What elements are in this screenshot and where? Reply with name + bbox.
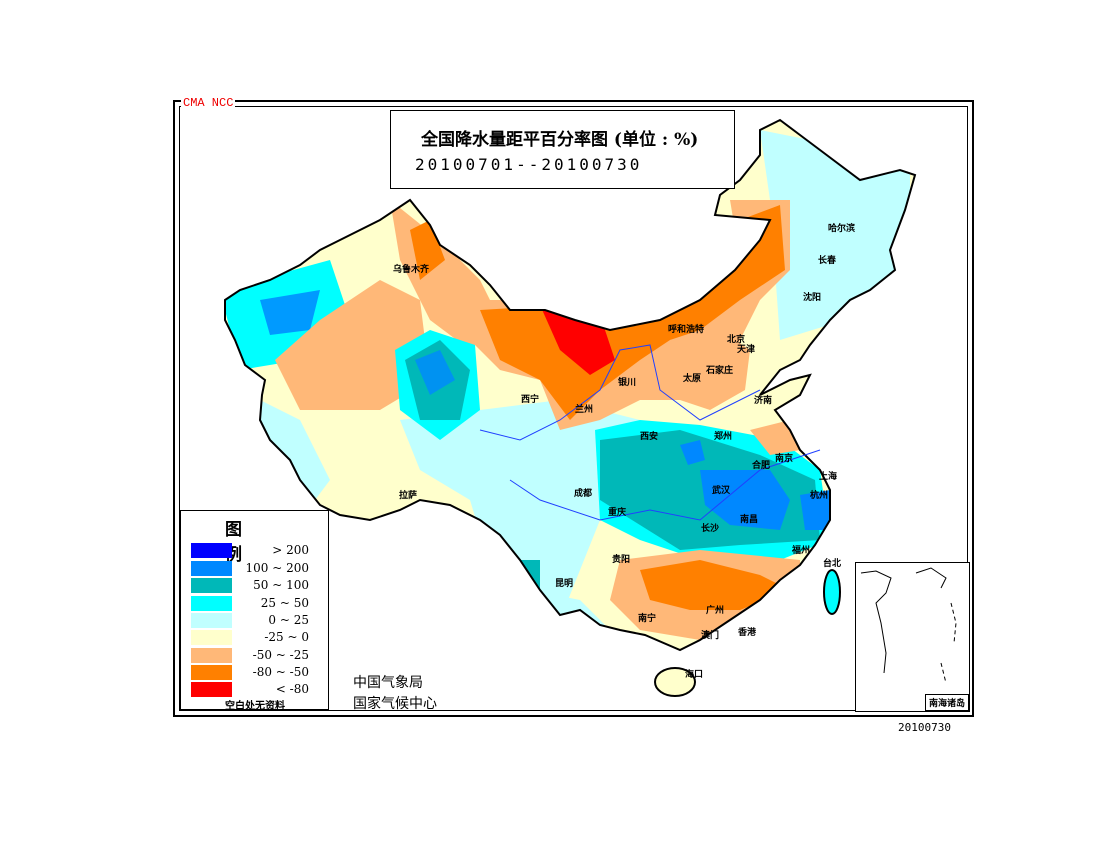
title-box: 全国降水量距平百分率图 (单位 : %) 20100701--20100730	[390, 110, 735, 189]
legend-item: -80 ~ -50	[191, 665, 321, 681]
city-label: 福州	[791, 544, 810, 556]
city-label: 广州	[706, 604, 724, 616]
inset-coastline	[860, 567, 957, 684]
legend-label: -25 ~ 0	[264, 630, 309, 644]
city-label: 北京	[727, 333, 745, 345]
legend-item: 50 ~ 100	[191, 578, 321, 594]
anomaly-fill	[225, 120, 915, 650]
legend-swatch	[191, 630, 232, 645]
city-label: 石家庄	[705, 364, 733, 376]
legend-item: 25 ~ 50	[191, 596, 321, 612]
legend-swatch	[191, 578, 232, 593]
legend-label: -80 ~ -50	[252, 665, 309, 679]
city-label: 西宁	[521, 393, 539, 405]
legend-item: 0 ~ 25	[191, 613, 321, 629]
legend-swatch	[191, 648, 232, 663]
legend-item: > 200	[191, 543, 321, 559]
city-label: 台北	[823, 557, 841, 569]
city-labels: 乌鲁木齐 拉萨 西宁 兰州 银川 呼和浩特 北京 天津 太原 石家庄 济南 郑州…	[393, 222, 855, 680]
legend-item: -50 ~ -25	[191, 648, 321, 664]
legend-label: 100 ~ 200	[245, 561, 310, 575]
city-label: 济南	[754, 394, 772, 406]
city-label: 西安	[640, 430, 658, 442]
city-label: 南宁	[638, 612, 656, 624]
legend-swatch	[191, 682, 232, 697]
city-label: 贵阳	[612, 553, 630, 565]
legend-swatch	[191, 596, 232, 611]
city-label: 重庆	[608, 506, 626, 518]
legend-swatch	[191, 665, 232, 680]
city-label: 南京	[775, 452, 793, 464]
city-label: 昆明	[555, 578, 573, 589]
south-china-sea-inset: 南海诸岛	[855, 562, 970, 712]
map-period: 20100701--20100730	[415, 155, 643, 174]
city-label: 海口	[685, 668, 703, 680]
legend-item: < -80	[191, 682, 321, 698]
city-label: 天津	[737, 343, 755, 355]
hainan-island	[654, 667, 696, 697]
date-stamp: 20100730	[898, 721, 951, 734]
city-label: 长沙	[701, 522, 719, 534]
city-label: 上海	[819, 470, 837, 482]
legend-swatch	[191, 543, 232, 558]
city-label: 澳门	[701, 629, 719, 641]
organization-ncc: 国家气候中心	[353, 696, 437, 712]
legend-label: 50 ~ 100	[253, 578, 309, 592]
legend-label: 25 ~ 50	[260, 596, 309, 610]
city-label: 长春	[818, 254, 837, 266]
taiwan-island	[823, 569, 841, 615]
inset-label: 南海诸岛	[924, 694, 969, 711]
legend-swatch	[191, 613, 232, 628]
city-label: 沈阳	[803, 291, 821, 303]
yangtze-river	[509, 449, 821, 521]
legend-item: -25 ~ 0	[191, 630, 321, 646]
agency-tag: CMA NCC	[181, 96, 236, 110]
legend-swatch	[191, 561, 232, 576]
no-data-note: 空白处无资料	[225, 701, 285, 712]
city-label: 哈尔滨	[828, 222, 855, 234]
city-label: 银川	[618, 376, 636, 388]
city-label: 乌鲁木齐	[393, 263, 430, 275]
city-label: 成都	[574, 487, 592, 499]
city-label: 合肥	[752, 459, 770, 471]
city-label: 杭州	[810, 489, 828, 501]
legend-label: -50 ~ -25	[252, 648, 309, 662]
legend-item: 100 ~ 200	[191, 561, 321, 577]
city-label: 呼和浩特	[668, 323, 704, 335]
city-label: 郑州	[714, 430, 732, 442]
city-label: 武汉	[712, 484, 731, 496]
map-inner-frame	[179, 106, 968, 711]
yellow-river	[479, 344, 761, 441]
city-label: 南昌	[740, 513, 758, 525]
city-label: 拉萨	[399, 489, 417, 501]
legend-label: 0 ~ 25	[268, 613, 309, 627]
map-title: 全国降水量距平百分率图 (单位 : %)	[421, 130, 699, 150]
organization-cma: 中国气象局	[353, 675, 423, 691]
city-label: 香港	[737, 626, 757, 638]
city-label: 兰州	[575, 403, 593, 415]
city-label: 太原	[682, 372, 701, 384]
legend: 图 例 > 200 100 ~ 200 50 ~ 100 25 ~ 50 0 ~…	[180, 510, 329, 712]
map-frame	[173, 100, 974, 717]
legend-label: > 200	[272, 543, 309, 557]
legend-label: < -80	[275, 682, 309, 696]
